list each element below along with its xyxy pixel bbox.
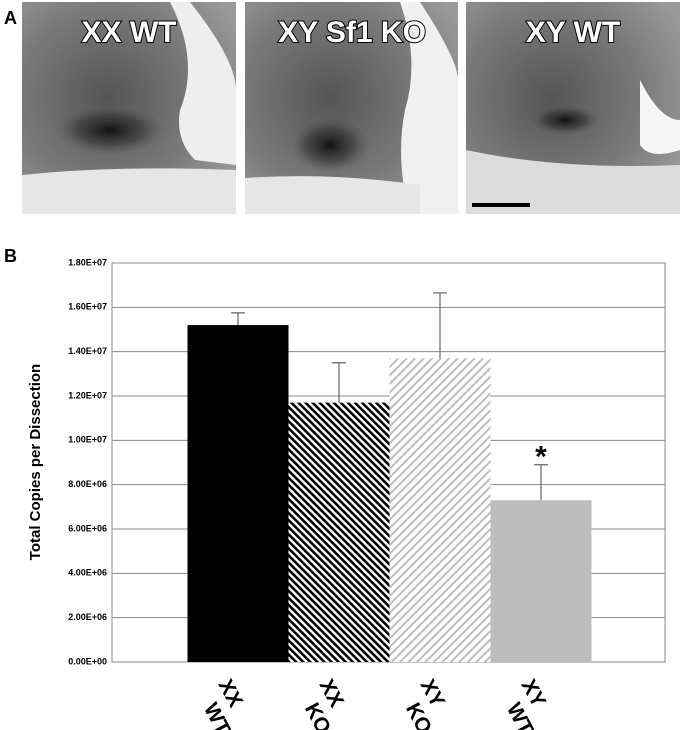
micrograph: [466, 2, 680, 214]
x-tick-label: XXKO: [293, 676, 356, 730]
error-bar: [231, 312, 245, 326]
bar: [490, 500, 592, 662]
y-tick-label: 1.60E+07: [68, 302, 107, 312]
image-label: XY Sf1 KO: [278, 16, 426, 49]
x-tick-label: XXWT: [192, 676, 255, 730]
x-tick-label: XYWT: [495, 676, 558, 730]
y-tick-label: 1.00E+07: [68, 435, 107, 445]
panel-label: B: [4, 246, 17, 266]
y-tick-label: 6.00E+06: [68, 523, 107, 533]
y-tick-label: 0.00E+00: [68, 656, 107, 666]
y-tick-label: 8.00E+06: [68, 479, 107, 489]
y-tick-label: 1.20E+07: [68, 390, 107, 400]
y-axis-label: Total Copies per Dissection: [27, 364, 44, 560]
y-tick-label: 1.40E+07: [68, 346, 107, 356]
micrograph: [22, 2, 236, 214]
y-tick-label: 1.80E+07: [68, 257, 107, 267]
panel-label: A: [4, 8, 17, 28]
bar: [187, 325, 289, 662]
y-tick-label: 2.00E+06: [68, 612, 107, 622]
x-tick-label: XYKO: [394, 676, 457, 730]
micrograph: [245, 2, 458, 214]
annotation: *: [535, 441, 547, 474]
error-bar: [332, 362, 346, 403]
image-label: XX WT: [82, 16, 177, 49]
error-bar: [534, 464, 548, 501]
bar: [288, 402, 390, 662]
bar: [389, 358, 491, 662]
error-bar: [433, 292, 447, 359]
image-label: XY WT: [526, 16, 620, 49]
y-tick-label: 4.00E+06: [68, 568, 107, 578]
